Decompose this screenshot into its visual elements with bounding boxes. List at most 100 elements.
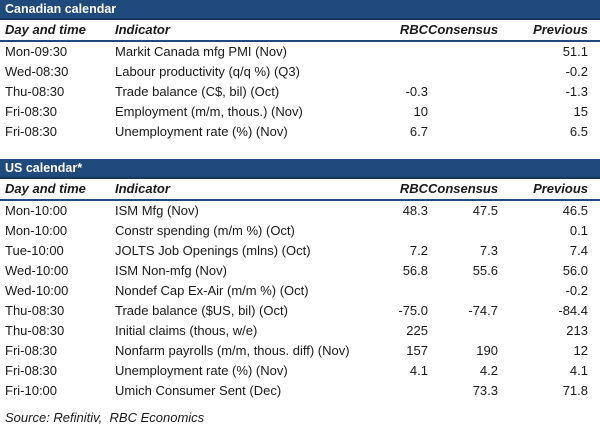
- cell-indicator: Constr spending (m/m %) (Oct): [115, 223, 295, 238]
- table-row: Mon-10:00 Constr spending (m/m %) (Oct) 0.…: [0, 221, 600, 241]
- cell-rbc: [355, 281, 428, 301]
- cell-indicator: Trade balance (C$, bil) (Oct): [115, 84, 280, 99]
- column-header-consensus: Consensus: [428, 179, 498, 201]
- cell-consensus: [428, 221, 498, 241]
- cell-rbc: -75.0: [398, 303, 428, 318]
- cell-day: Thu-08:30: [5, 323, 65, 338]
- table-row: Tue-10:00 JOLTS Job Openings (mlns) (Oct)…: [0, 241, 600, 261]
- column-header-previous: Previous: [498, 179, 600, 201]
- source-attribution: Source: Refinitiv, RBC Economics: [5, 410, 205, 425]
- cell-consensus: 47.5: [472, 203, 498, 218]
- cell-rbc: [355, 62, 428, 82]
- cell-previous: 213: [566, 323, 588, 338]
- cell-day: Thu-08:30: [5, 303, 65, 318]
- column-header-indicator: Indicator: [115, 179, 355, 201]
- column-header-day-and-time: Day and time: [0, 179, 115, 201]
- cell-day: Wed-08:30: [5, 64, 69, 79]
- cell-day: Fri-08:30: [5, 124, 58, 139]
- cell-previous: 0.1: [569, 223, 588, 238]
- table-row: Fri-10:00 Umich Consumer Sent (Dec) 73.3 71…: [0, 381, 600, 401]
- cell-consensus: 73.3: [472, 383, 498, 398]
- canadian-table-header: Day and time Indicator RBC Consensus Pre…: [0, 20, 600, 42]
- cell-rbc: 10: [413, 104, 428, 119]
- cell-consensus: [428, 82, 498, 102]
- cell-consensus: 190: [476, 343, 498, 358]
- cell-indicator: JOLTS Job Openings (mlns) (Oct): [115, 243, 311, 258]
- us-calendar-table: Day and time Indicator RBC Consensus Pre…: [0, 179, 600, 401]
- cell-previous: 7.4: [569, 243, 588, 258]
- cell-day: Mon-10:00: [5, 203, 68, 218]
- cell-rbc: 6.7: [409, 124, 428, 139]
- us-calendar-title-bar: US calendar*: [0, 159, 600, 179]
- cell-indicator: Unemployment rate (%) (Nov): [115, 363, 288, 378]
- us-calendar-title: US calendar*: [5, 161, 83, 175]
- cell-previous: 71.8: [562, 383, 588, 398]
- cell-rbc: [355, 41, 428, 62]
- table-row: Fri-08:30 Employment (m/m, thous.) (Nov) 1…: [0, 102, 600, 122]
- table-row: Wed-10:00 ISM Non-mfg (Nov) 56.8 55.6 56.0: [0, 261, 600, 281]
- cell-rbc: 225: [406, 323, 428, 338]
- cell-rbc: 157: [406, 343, 428, 358]
- cell-day: Mon-09:30: [5, 44, 68, 59]
- cell-consensus: 4.2: [479, 363, 498, 378]
- cell-day: Fri-10:00: [5, 383, 58, 398]
- cell-rbc: 7.2: [409, 243, 428, 258]
- cell-previous: 46.5: [562, 203, 588, 218]
- canadian-calendar-section: Canadian calendar Day and time Indicator…: [0, 0, 600, 142]
- cell-indicator: Employment (m/m, thous.) (Nov): [115, 104, 303, 119]
- cell-rbc: 48.3: [402, 203, 428, 218]
- cell-consensus: [428, 281, 498, 301]
- cell-previous: 6.5: [569, 124, 588, 139]
- cell-indicator: Nonfarm payrolls (m/m, thous. diff) (Nov…: [115, 343, 350, 358]
- column-header-rbc: RBC: [355, 20, 428, 42]
- cell-previous: -0.2: [565, 283, 588, 298]
- cell-previous: -1.3: [565, 84, 588, 99]
- table-row: Wed-10:00 Nondef Cap Ex-Air (m/m %) (Oct)…: [0, 281, 600, 301]
- column-header-rbc: RBC: [355, 179, 428, 201]
- cell-indicator: Umich Consumer Sent (Dec): [115, 383, 282, 398]
- us-table-header: Day and time Indicator RBC Consensus Pre…: [0, 179, 600, 201]
- cell-previous: 15: [573, 104, 588, 119]
- cell-day: Wed-10:00: [5, 283, 69, 298]
- cell-indicator: Initial claims (thous, w/e): [115, 323, 258, 338]
- cell-day: Fri-08:30: [5, 104, 58, 119]
- cell-indicator: Nondef Cap Ex-Air (m/m %) (Oct): [115, 283, 309, 298]
- cell-indicator: Unemployment rate (%) (Nov): [115, 124, 288, 139]
- table-row: Wed-08:30 Labour productivity (q/q %) (Q3…: [0, 62, 600, 82]
- cell-previous: 4.1: [569, 363, 588, 378]
- cell-previous: -84.4: [558, 303, 588, 318]
- cell-consensus: [428, 102, 498, 122]
- table-row: Mon-09:30 Markit Canada mfg PMI (Nov) 51.1: [0, 41, 600, 62]
- cell-indicator: ISM Mfg (Nov): [115, 203, 199, 218]
- table-row: Fri-08:30 Unemployment rate (%) (Nov) 4.1 4…: [0, 361, 600, 381]
- cell-rbc: [355, 381, 428, 401]
- cell-consensus: -74.7: [468, 303, 498, 318]
- canadian-calendar-table: Day and time Indicator RBC Consensus Pre…: [0, 20, 600, 142]
- cell-previous: 56.0: [562, 263, 588, 278]
- column-header-previous: Previous: [498, 20, 600, 42]
- table-row: Thu-08:30 Initial claims (thous, w/e) 225 2…: [0, 321, 600, 341]
- cell-rbc: -0.3: [405, 84, 428, 99]
- cell-rbc: 4.1: [409, 363, 428, 378]
- cell-rbc: 56.8: [402, 263, 428, 278]
- table-header-row: Day and time Indicator RBC Consensus Pre…: [0, 179, 600, 201]
- canadian-table-body: Mon-09:30 Markit Canada mfg PMI (Nov) 51.1…: [0, 41, 600, 142]
- table-row: Thu-08:30 Trade balance (C$, bil) (Oct) -0…: [0, 82, 600, 102]
- cell-indicator: Markit Canada mfg PMI (Nov): [115, 44, 287, 59]
- cell-consensus: 55.6: [472, 263, 498, 278]
- cell-day: Thu-08:30: [5, 84, 65, 99]
- table-row: Fri-08:30 Unemployment rate (%) (Nov) 6.7 6…: [0, 122, 600, 142]
- cell-consensus: [428, 62, 498, 82]
- cell-previous: 51.1: [562, 44, 588, 59]
- cell-indicator: Trade balance ($US, bil) (Oct): [115, 303, 288, 318]
- cell-rbc: [355, 221, 428, 241]
- cell-day: Wed-10:00: [5, 263, 69, 278]
- cell-consensus: [428, 122, 498, 142]
- table-row: Thu-08:30 Trade balance ($US, bil) (Oct) -…: [0, 301, 600, 321]
- column-header-indicator: Indicator: [115, 20, 355, 42]
- canadian-calendar-title-bar: Canadian calendar: [0, 0, 600, 20]
- column-header-day-and-time: Day and time: [0, 20, 115, 42]
- cell-indicator: Labour productivity (q/q %) (Q3): [115, 64, 300, 79]
- cell-previous: -0.2: [565, 64, 588, 79]
- us-table-body: Mon-10:00 ISM Mfg (Nov) 48.3 47.5 46.5 Mon-10…: [0, 200, 600, 401]
